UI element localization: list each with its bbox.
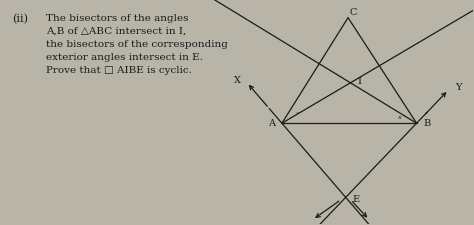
Text: B: B: [423, 118, 430, 127]
Text: C: C: [349, 8, 356, 17]
Text: Y: Y: [455, 83, 461, 92]
Text: E: E: [353, 194, 360, 203]
Text: I: I: [357, 77, 361, 86]
Text: (ii): (ii): [12, 14, 28, 24]
Text: A: A: [268, 118, 275, 127]
Text: The bisectors of the angles
A,B of △ABC intersect in I,
the bisectors of the cor: The bisectors of the angles A,B of △ABC …: [46, 14, 228, 74]
Text: x: x: [397, 114, 401, 119]
Text: X: X: [234, 75, 241, 84]
Text: °: °: [295, 112, 298, 117]
